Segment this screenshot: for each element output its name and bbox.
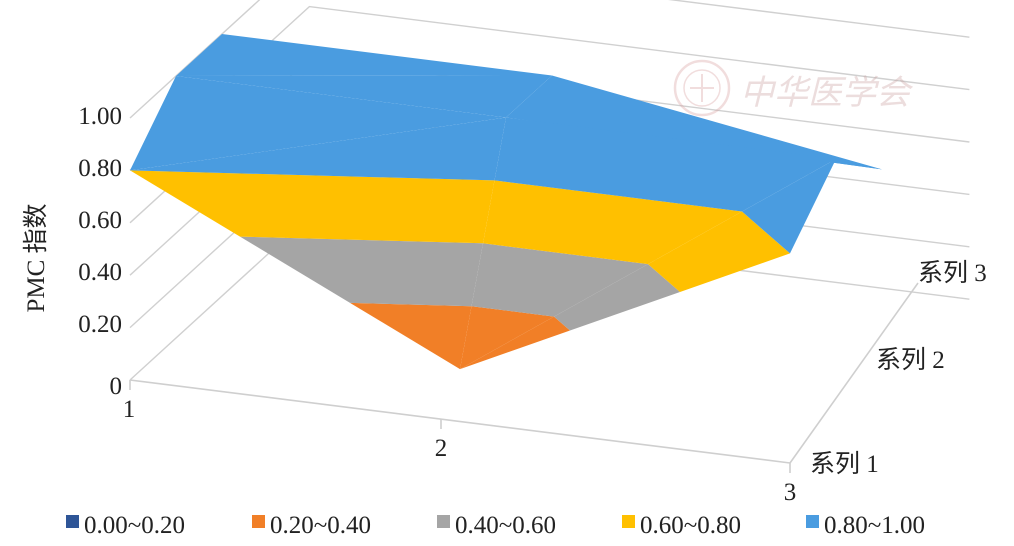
legend-swatch [66, 515, 79, 528]
x-tick-label: 3 [784, 479, 797, 506]
series-label: 系列 1 [810, 450, 879, 478]
floor-front-edge [129, 379, 791, 464]
z-tick-label: 0.80 [78, 155, 122, 182]
legend-label: 0.60~0.80 [640, 512, 741, 539]
legend-swatch [437, 515, 450, 528]
surface-facet [130, 76, 506, 171]
z-axis-title: PMC 指数 [22, 203, 50, 312]
z-tick-label: 0.20 [78, 311, 122, 338]
surface-facet [130, 170, 495, 244]
x-tick-label: 1 [123, 396, 136, 423]
z-tick-label: 0 [110, 373, 123, 400]
z-axis-tick-labels: 0 0.20 0.40 0.60 0.80 1.00 [78, 103, 122, 400]
surface-facet [176, 75, 552, 118]
surface-facet [471, 243, 648, 317]
surface-facet [130, 117, 506, 181]
surface-facet [506, 75, 882, 170]
surface-facet [350, 302, 472, 370]
legend-label: 0.20~0.40 [270, 512, 371, 539]
surface-facet [460, 316, 570, 370]
watermark-text: 中华医学会 [740, 73, 914, 113]
surface-facet [483, 180, 742, 265]
watermark: 中华医学会 [673, 59, 914, 117]
legend: 0.00~0.20 0.20~0.40 0.40~0.60 0.60~0.80 … [66, 512, 925, 539]
floor-right-edge [789, 282, 919, 464]
watermark-seal-icon [673, 59, 731, 117]
surface-facet [494, 117, 836, 212]
legend-label: 0.40~0.60 [455, 512, 556, 539]
surface-facet [240, 236, 483, 307]
floor-axes [129, 282, 919, 473]
surface-facet [176, 34, 552, 76]
surface-facet [460, 306, 554, 370]
legend-swatch [252, 515, 265, 528]
legend-swatch [622, 515, 635, 528]
surface-facet [742, 159, 836, 254]
series-axis-labels: 系列 1 系列 2 系列 3 [810, 259, 987, 478]
x-axis-tick-labels: 1 2 3 [123, 396, 797, 506]
series-label: 系列 3 [918, 259, 987, 287]
z-tick-label: 1.00 [78, 103, 122, 130]
legend-swatch [806, 515, 819, 528]
legend-label: 0.80~1.00 [824, 512, 925, 539]
series-label: 系列 2 [876, 346, 945, 374]
surface-facet [648, 211, 790, 292]
z-tick-label: 0.60 [78, 207, 122, 234]
x-tick-label: 2 [435, 435, 448, 462]
legend-label: 0.00~0.20 [84, 512, 185, 539]
z-tick-label: 0.40 [78, 259, 122, 286]
surface-facet [554, 264, 680, 331]
surface-facets [130, 34, 882, 370]
